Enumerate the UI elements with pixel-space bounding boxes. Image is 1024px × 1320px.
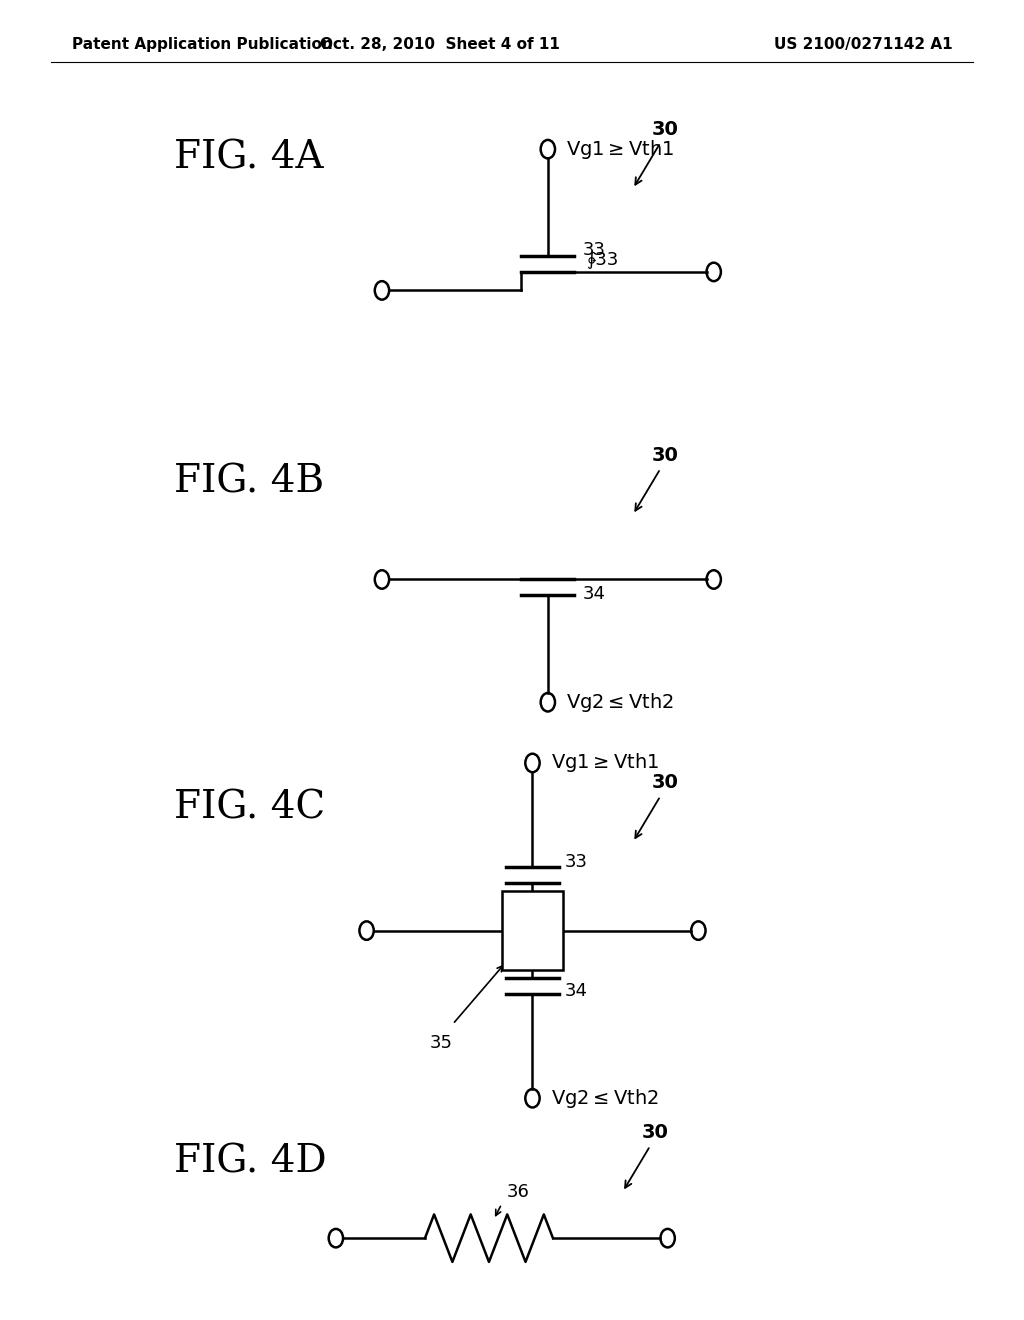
Text: 34: 34 [583,585,605,603]
Text: Vg2$\leq$Vth2: Vg2$\leq$Vth2 [551,1086,658,1110]
Text: Vg1$\geq$Vth1: Vg1$\geq$Vth1 [566,137,674,161]
Text: 36: 36 [507,1183,529,1201]
Text: Vg1$\geq$Vth1: Vg1$\geq$Vth1 [551,751,658,775]
Text: 35: 35 [430,1034,453,1052]
Text: 33: 33 [564,853,587,871]
Text: Oct. 28, 2010  Sheet 4 of 11: Oct. 28, 2010 Sheet 4 of 11 [321,37,560,53]
Text: Patent Application Publication: Patent Application Publication [72,37,333,53]
Text: 30: 30 [652,120,679,139]
Bar [502,891,563,970]
Text: ∳33: ∳33 [587,251,620,269]
Text: 30: 30 [652,446,679,465]
Text: Vg2$\leq$Vth2: Vg2$\leq$Vth2 [566,690,674,714]
Text: 30: 30 [652,774,679,792]
Text: FIG. 4C: FIG. 4C [174,789,326,826]
Text: US 2100/0271142 A1: US 2100/0271142 A1 [774,37,952,53]
Text: 30: 30 [642,1123,669,1142]
Text: FIG. 4D: FIG. 4D [174,1143,327,1180]
Text: FIG. 4A: FIG. 4A [174,140,324,177]
Text: FIG. 4B: FIG. 4B [174,463,325,500]
Text: 33: 33 [583,240,605,259]
Text: 34: 34 [564,982,587,1001]
